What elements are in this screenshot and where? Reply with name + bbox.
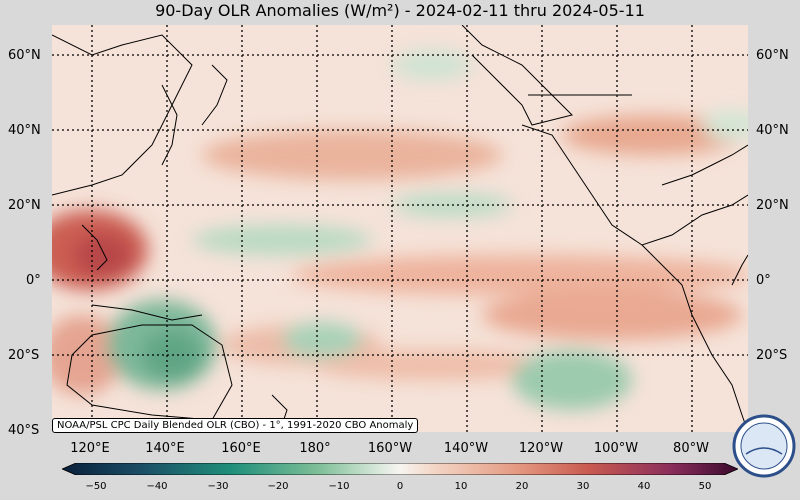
colorbar-tick: −20 (267, 481, 289, 492)
lat-label-20n-right: 20°N (756, 198, 789, 213)
data-source-credit: NOAA/PSL CPC Daily Blended OLR (CBO) - 1… (52, 418, 419, 433)
graticule (52, 25, 748, 432)
lon-label-160e: 160°E (221, 441, 261, 456)
colorbar-tick: −30 (207, 481, 229, 492)
lat-label-40n-right: 40°N (756, 123, 789, 138)
lat-label-40n-left: 40°N (8, 123, 41, 138)
colorbar-tick: 0 (396, 481, 404, 492)
lon-label-120w: 120°W (518, 441, 564, 456)
lat-label-60n-left: 60°N (8, 48, 41, 63)
lon-label-120e: 120°E (70, 441, 110, 456)
colorbar-tick: 40 (637, 481, 651, 492)
lon-label-140e: 140°E (145, 441, 185, 456)
colorbar (62, 463, 738, 475)
olr-anomaly-map (52, 25, 748, 432)
lon-label-80w: 80°W (673, 441, 709, 456)
lab-logo-icon (732, 414, 796, 478)
lon-label-180: 180° (299, 441, 331, 456)
lat-label-20n-left: 20°N (8, 198, 41, 213)
lon-label-140w: 140°W (443, 441, 489, 456)
anomaly-field (52, 50, 748, 410)
colorbar-tick: 30 (576, 481, 590, 492)
colorbar-tick: 10 (454, 481, 468, 492)
lat-label-20s-right: 20°S (756, 348, 788, 363)
colorbar-tick: −40 (146, 481, 168, 492)
map-title: 90-Day OLR Anomalies (W/m²) - 2024-02-11… (155, 1, 645, 20)
coastlines (52, 25, 748, 432)
lon-label-160w: 160°W (367, 441, 413, 456)
lat-label-40s-left: 40°S (8, 423, 40, 438)
lat-label-eq-right: 0° (756, 273, 771, 288)
lat-label-20s-left: 20°S (8, 348, 40, 363)
lat-label-eq-left: 0° (26, 273, 41, 288)
colorbar-tick: 20 (515, 481, 529, 492)
colorbar-tick: −50 (85, 481, 107, 492)
lon-label-100w: 100°W (593, 441, 639, 456)
lat-label-60n-right: 60°N (756, 48, 789, 63)
colorbar-tick: 50 (698, 481, 712, 492)
colorbar-tick: −10 (328, 481, 350, 492)
